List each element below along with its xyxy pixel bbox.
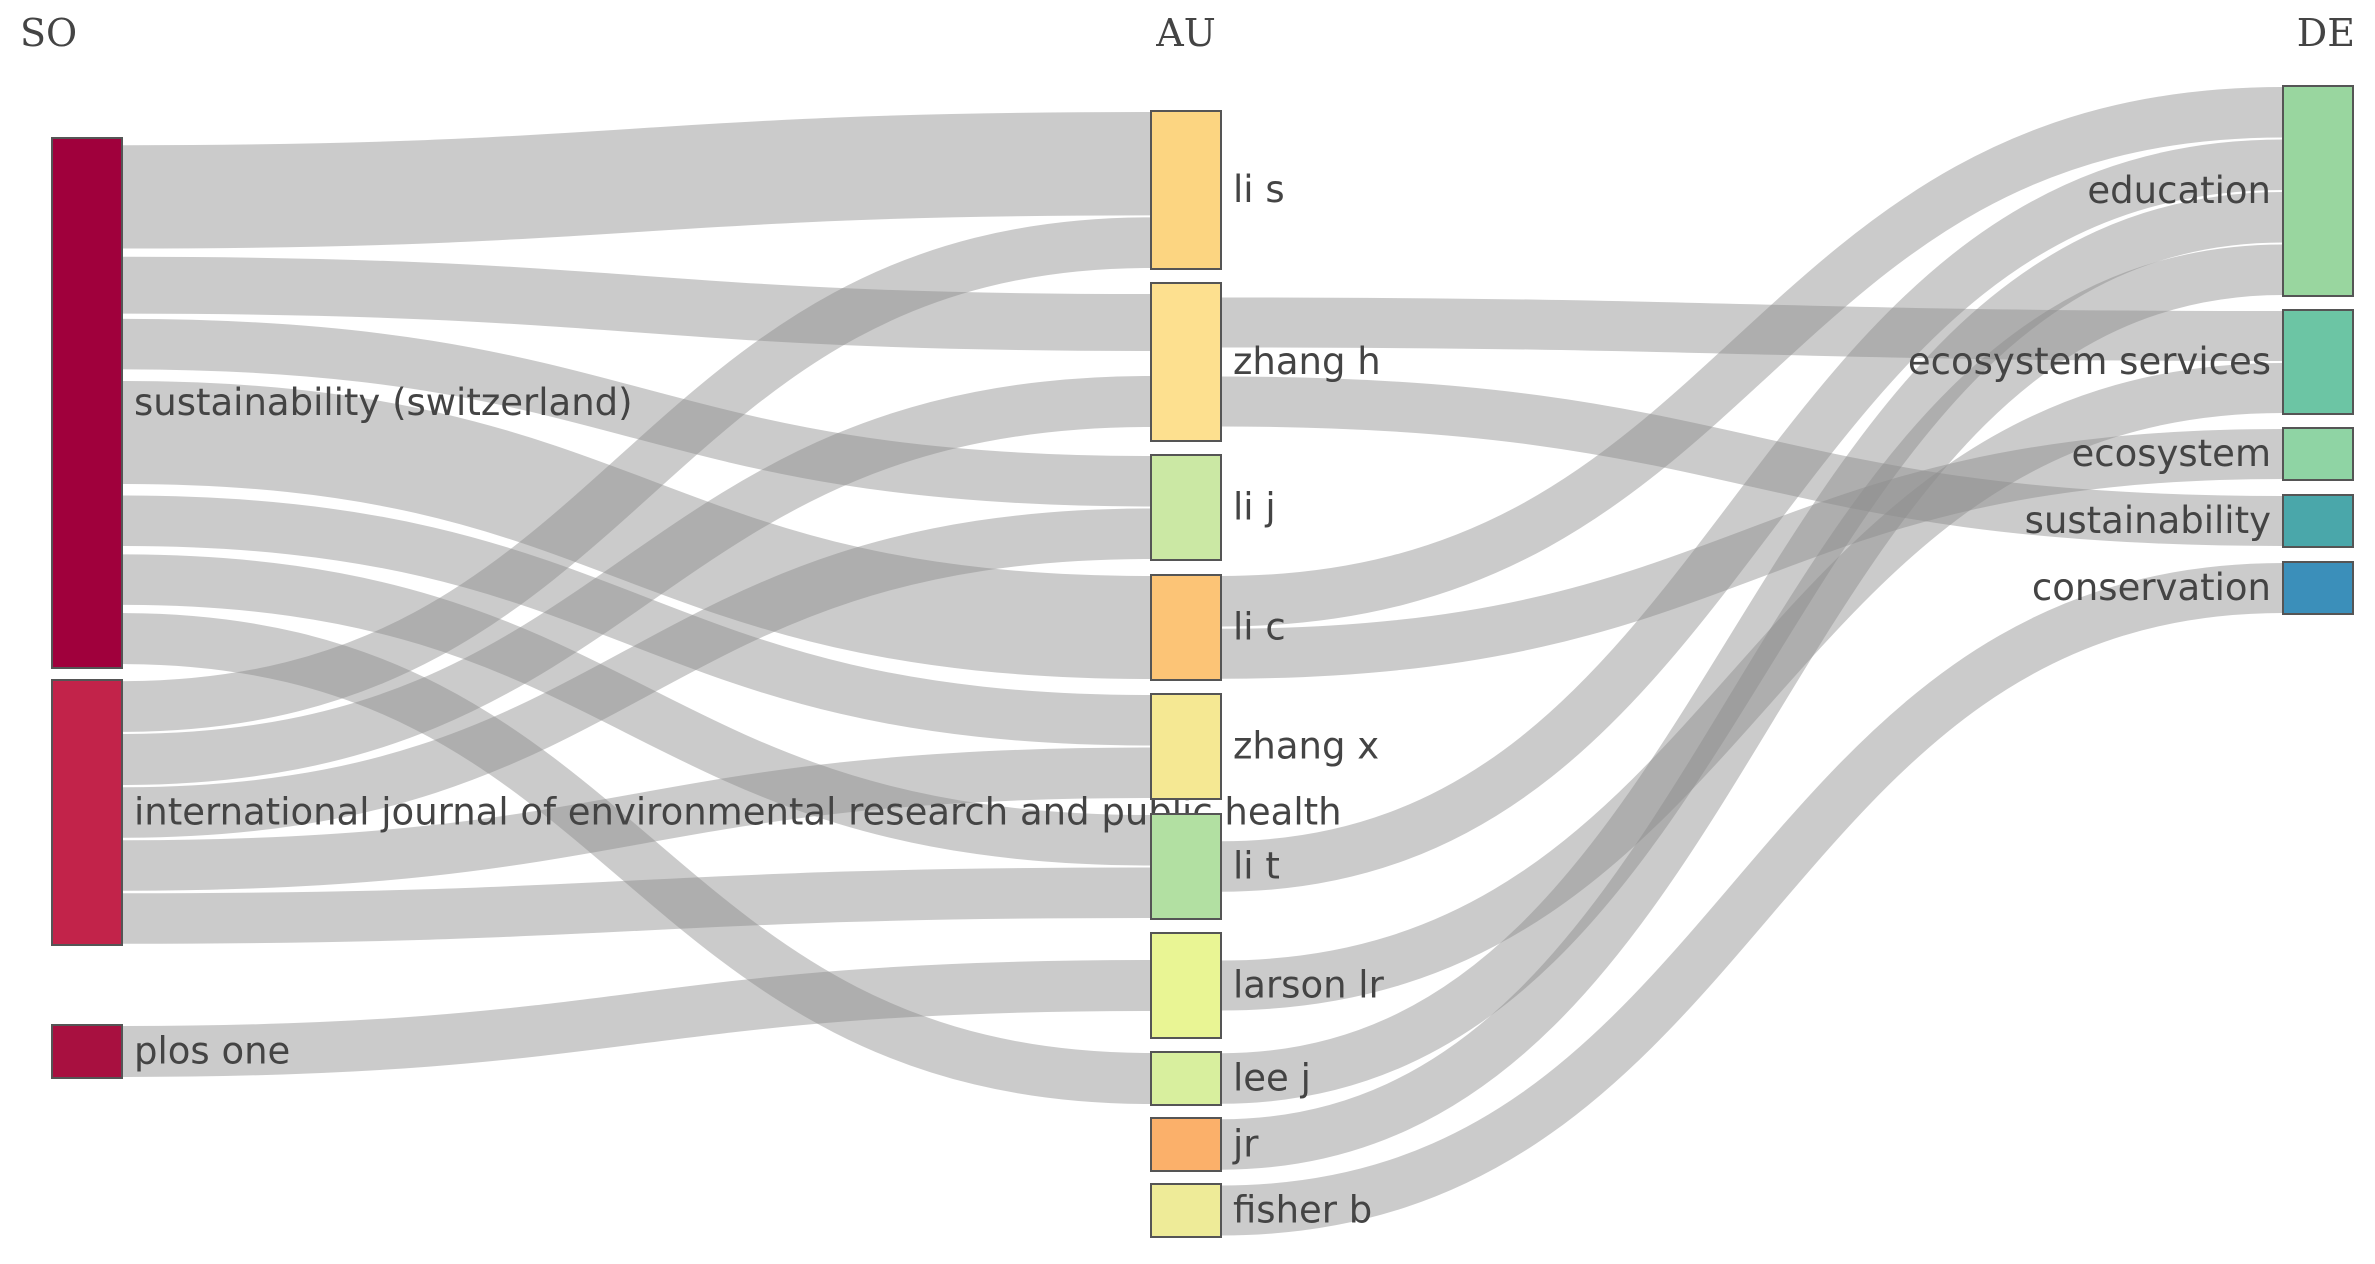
column-titles: SO AU DE xyxy=(20,11,2355,55)
link-au-lic-to-de-ecosystem[interactable] xyxy=(1220,429,2284,679)
link-so-ijerph-to-au-zhangh[interactable] xyxy=(121,376,1152,785)
node-de-ecosystem[interactable]: ecosystem xyxy=(2071,427,2354,481)
link-so-sust-to-au-leej[interactable] xyxy=(121,613,1152,1104)
node-label-de-sustain: sustainability xyxy=(2025,499,2271,542)
link-so-sust-to-au-lit[interactable] xyxy=(121,554,1152,866)
node-label-de-ecosystem: ecosystem xyxy=(2071,432,2271,475)
node-label-so-sust: sustainability (switzerland) xyxy=(134,381,633,424)
node-rect-au-zhangh[interactable] xyxy=(1150,282,1222,442)
link-so-ijerph-to-au-lit[interactable] xyxy=(121,867,1152,944)
links-layer xyxy=(121,87,2284,1236)
node-rect-au-jr[interactable] xyxy=(1150,1117,1222,1172)
node-au-lis[interactable]: li s xyxy=(1150,110,1285,270)
nodes-layer: sustainability (switzerland) internationa… xyxy=(51,85,2354,1238)
node-label-au-lis: li s xyxy=(1233,168,1285,211)
link-so-ijerph-to-au-lij[interactable] xyxy=(121,508,1152,838)
node-rect-so-sust[interactable] xyxy=(51,137,123,669)
node-au-fisher[interactable]: fisher b xyxy=(1150,1183,1372,1238)
node-de-sustain[interactable]: sustainability xyxy=(2025,494,2354,548)
column-title-de: DE xyxy=(2297,11,2355,55)
node-au-lic[interactable]: li c xyxy=(1150,574,1286,681)
node-rect-de-conserv[interactable] xyxy=(2282,561,2354,615)
node-rect-de-ecosystem[interactable] xyxy=(2282,427,2354,481)
node-so-plos[interactable]: plos one xyxy=(51,1024,290,1079)
node-au-larson[interactable]: larson lr xyxy=(1150,932,1385,1039)
node-label-au-jr: jr xyxy=(1232,1123,1259,1166)
node-label-de-education: education xyxy=(2087,169,2271,212)
link-au-fisher-to-de-conserv[interactable] xyxy=(1220,563,2284,1236)
link-so-sust-to-au-lij[interactable] xyxy=(121,318,1152,507)
node-label-au-zhangh: zhang h xyxy=(1233,340,1381,383)
link-so-ijerph-to-au-lis[interactable] xyxy=(121,217,1152,732)
link-au-lic-to-de-education[interactable] xyxy=(1220,87,2284,627)
node-rect-so-ijerph[interactable] xyxy=(51,679,123,946)
node-rect-au-larson[interactable] xyxy=(1150,932,1222,1039)
node-au-lij[interactable]: li j xyxy=(1150,454,1276,561)
link-so-sust-to-au-zhangx[interactable] xyxy=(121,495,1152,746)
node-rect-au-lis[interactable] xyxy=(1150,110,1222,270)
link-so-ijerph-to-au-zhangx[interactable] xyxy=(121,747,1152,891)
node-label-so-plos: plos one xyxy=(134,1030,290,1073)
node-rect-so-plos[interactable] xyxy=(51,1024,123,1079)
node-au-jr[interactable]: jr xyxy=(1150,1117,1259,1172)
node-de-education[interactable]: education xyxy=(2087,85,2354,297)
node-label-au-lit: li t xyxy=(1233,845,1280,888)
node-label-au-fisher: fisher b xyxy=(1233,1189,1372,1232)
node-rect-de-education[interactable] xyxy=(2282,85,2354,297)
node-rect-au-lic[interactable] xyxy=(1150,574,1222,681)
node-rect-de-ecoserv[interactable] xyxy=(2282,309,2354,415)
node-so-sust[interactable]: sustainability (switzerland) xyxy=(51,137,633,669)
link-au-lit-to-de-education[interactable] xyxy=(1220,139,2284,892)
node-label-de-ecoserv: ecosystem services xyxy=(1908,340,2271,383)
link-so-sust-to-au-lis[interactable] xyxy=(121,112,1152,249)
node-label-au-larson: larson lr xyxy=(1233,964,1385,1007)
link-so-sust-to-au-zhangh[interactable] xyxy=(121,256,1152,351)
node-rect-au-zhangx[interactable] xyxy=(1150,693,1222,800)
node-rect-au-fisher[interactable] xyxy=(1150,1183,1222,1238)
node-label-au-zhangx: zhang x xyxy=(1233,725,1379,768)
column-title-so: SO xyxy=(20,11,77,55)
column-title-au: AU xyxy=(1155,11,1215,55)
link-so-sust-to-au-lic[interactable] xyxy=(121,380,1152,679)
link-so-plos-to-au-larson[interactable] xyxy=(121,960,1152,1077)
link-au-leej-to-de-education[interactable] xyxy=(1220,192,2284,1104)
node-rect-au-lit[interactable] xyxy=(1150,813,1222,920)
node-au-lit[interactable]: li t xyxy=(1150,813,1280,920)
node-au-zhangh[interactable]: zhang h xyxy=(1150,282,1381,442)
node-de-conserv[interactable]: conservation xyxy=(2032,561,2354,615)
link-au-zhangh-to-de-ecoserv[interactable] xyxy=(1220,297,2284,361)
node-label-au-lij: li j xyxy=(1233,486,1276,529)
node-au-zhangx[interactable]: zhang x xyxy=(1150,693,1379,800)
link-au-larson-to-de-ecoserv[interactable] xyxy=(1220,363,2284,1011)
link-au-zhangh-to-de-sustain[interactable] xyxy=(1220,376,2284,546)
node-au-leej[interactable]: lee j xyxy=(1150,1051,1311,1106)
node-label-de-conserv: conservation xyxy=(2032,566,2271,609)
node-rect-au-leej[interactable] xyxy=(1150,1051,1222,1106)
link-au-jr-to-de-education[interactable] xyxy=(1220,244,2284,1170)
node-so-ijerph[interactable]: international journal of environmental r… xyxy=(51,679,1342,946)
node-label-au-lic: li c xyxy=(1233,606,1286,649)
node-label-so-ijerph: international journal of environmental r… xyxy=(134,791,1342,834)
node-label-au-leej: lee j xyxy=(1233,1057,1311,1100)
node-rect-au-lij[interactable] xyxy=(1150,454,1222,561)
node-rect-de-sustain[interactable] xyxy=(2282,494,2354,548)
node-de-ecoserv[interactable]: ecosystem services xyxy=(1908,309,2354,415)
